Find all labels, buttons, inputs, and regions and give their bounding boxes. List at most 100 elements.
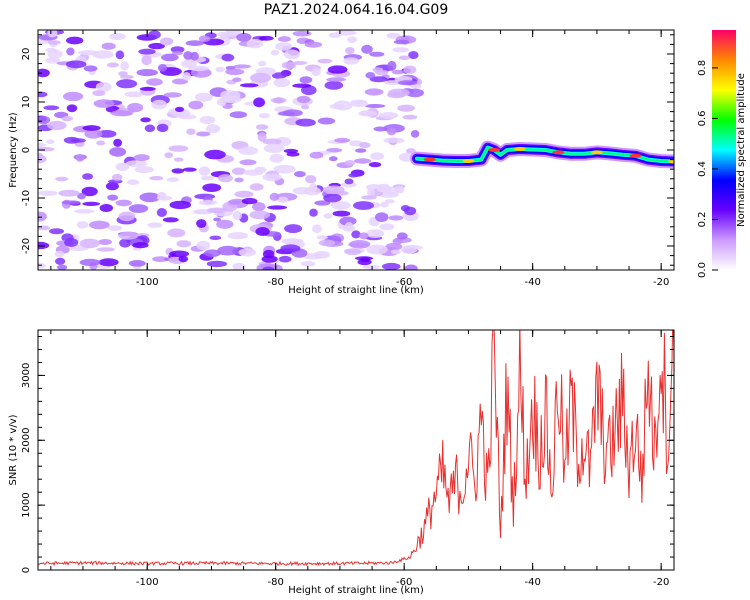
noise-blob (181, 72, 191, 81)
noise-blob (58, 189, 80, 197)
noise-blob (220, 90, 241, 100)
noise-blob (109, 32, 126, 41)
noise-blob (351, 230, 361, 239)
noise-blob (296, 95, 311, 104)
noise-blob (206, 207, 228, 214)
noise-blob (241, 197, 258, 205)
noise-blob (198, 35, 211, 42)
noise-blob (76, 221, 89, 229)
noise-blob (82, 125, 101, 131)
noise-blob (215, 66, 225, 73)
noise-blob (380, 201, 389, 208)
noise-blob (262, 138, 282, 145)
noise-blob (286, 151, 300, 157)
noise-blob (205, 124, 221, 134)
noise-blob (327, 65, 348, 74)
noise-blob (398, 55, 411, 61)
noise-blob (270, 49, 280, 56)
noise-blob (115, 199, 132, 207)
noise-blob (216, 98, 227, 107)
noise-blob (304, 41, 323, 48)
noise-blob (216, 219, 234, 229)
noise-blob (45, 47, 57, 53)
noise-blob (66, 47, 75, 56)
noise-blob (309, 151, 324, 159)
noise-blob (118, 71, 128, 77)
noise-blob (382, 262, 401, 270)
noise-blob (84, 129, 103, 139)
spectrogram-ylabel: Frequency (Hz) (8, 112, 19, 188)
signal-peak (462, 159, 475, 163)
noise-blob (113, 138, 122, 147)
noise-blob (305, 175, 317, 184)
noise-blob (309, 182, 318, 193)
noise-blob (231, 167, 246, 175)
noise-blob (209, 235, 222, 240)
noise-blob (402, 114, 418, 120)
noise-blob (65, 60, 87, 69)
noise-blob (95, 82, 112, 92)
noise-blob (196, 131, 211, 137)
noise-blob (161, 53, 179, 62)
noise-blob (162, 217, 179, 223)
colorbar-tick-label: 0.8 (697, 60, 708, 76)
y-tick-label: -20 (21, 238, 32, 254)
noise-blob (157, 191, 167, 200)
noise-blob (99, 204, 114, 212)
noise-blob (93, 99, 115, 108)
noise-blob (195, 209, 209, 215)
noise-blob (110, 110, 133, 117)
noise-blob (54, 250, 65, 258)
noise-blob (379, 223, 395, 231)
noise-blob (277, 196, 289, 203)
noise-blob (167, 228, 186, 238)
noise-blob (253, 97, 265, 108)
noise-blob (312, 224, 322, 234)
noise-blob (359, 142, 371, 149)
noise-blob (232, 262, 246, 270)
noise-blob (284, 49, 300, 60)
noise-blob (258, 113, 271, 119)
noise-blob (330, 201, 351, 210)
noise-blob (168, 145, 189, 152)
x-tick-label: -100 (136, 577, 159, 588)
noise-blob (139, 192, 161, 203)
noise-blob (411, 84, 422, 90)
noise-blob (400, 245, 418, 254)
noise-blob (383, 137, 405, 144)
noise-blob (47, 30, 58, 38)
noise-blob (164, 152, 174, 159)
noise-blob (216, 31, 238, 37)
noise-blob (335, 30, 357, 36)
noise-blob (394, 185, 405, 194)
noise-blob (400, 205, 410, 212)
noise-blob (183, 51, 193, 60)
noise-blob (206, 260, 228, 268)
signal-peak (423, 157, 436, 162)
noise-blob (170, 46, 185, 53)
noise-blob (157, 64, 168, 72)
noise-blob (217, 174, 233, 183)
noise-blob (200, 175, 214, 181)
snr-xlabel: Height of straight line (km) (288, 585, 424, 596)
noise-blob (299, 76, 313, 84)
noise-blob (203, 249, 221, 257)
noise-blob (43, 105, 60, 111)
noise-blob (328, 32, 341, 38)
noise-blob (61, 115, 73, 122)
colorbar-ticks: 0.0 0.2 0.4 0.6 0.8 (697, 60, 718, 278)
noise-blob (55, 176, 69, 182)
noise-blob (115, 50, 125, 60)
noise-blob (343, 57, 359, 65)
y-tick-label: 20 (21, 48, 32, 61)
noise-blob (367, 187, 375, 198)
noise-blob (318, 239, 336, 247)
noise-blob (355, 148, 367, 153)
noise-blob (138, 48, 156, 55)
noise-blob (63, 91, 84, 102)
x-tick-label: -100 (136, 277, 159, 288)
noise-blob (384, 199, 395, 204)
noise-blob (118, 211, 136, 222)
